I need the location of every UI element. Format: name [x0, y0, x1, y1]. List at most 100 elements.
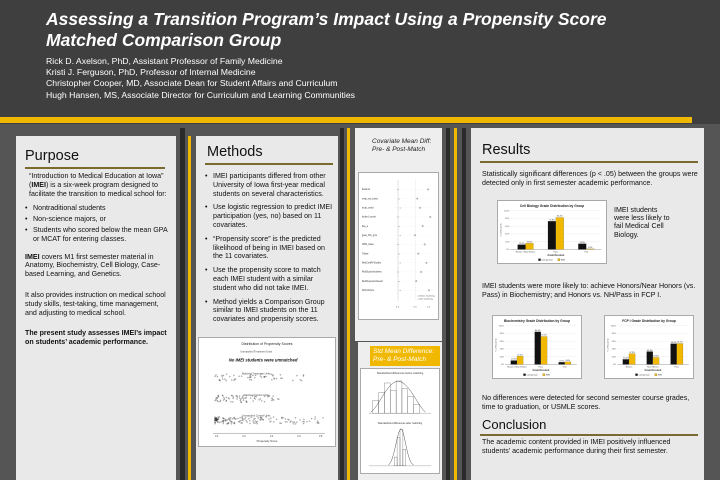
propensity-point	[215, 397, 217, 399]
fcp-svg: FCP I Grade Distribution by Group 0% 20% 40…	[606, 319, 689, 376]
propensity-point	[254, 417, 256, 420]
propensity-point	[225, 419, 227, 422]
before-point	[415, 280, 418, 282]
before-point	[417, 252, 420, 255]
category-label: Pass	[539, 367, 543, 369]
propensity-point	[239, 420, 242, 422]
propensity-point	[223, 419, 225, 421]
y-tick: 80%	[505, 218, 509, 220]
hist-bar	[394, 456, 398, 466]
cell-biology-svg: Cell Biology Grade Distribution by Group…	[500, 204, 602, 261]
covariate-balance-chart: distance x msat_nw_cmbd x mcat_cmbd x htcltmf_…	[358, 172, 439, 320]
title-line-1: Assessing a Transition Program’s Impact …	[46, 9, 607, 29]
bar	[516, 356, 524, 365]
propensity-point	[269, 421, 271, 423]
propensity-point	[227, 397, 230, 399]
propensity-point	[219, 400, 221, 403]
propensity-point	[265, 416, 267, 418]
poster-header: Assessing a Transition Program’s Impact …	[0, 0, 720, 124]
propensity-point	[296, 421, 298, 423]
author: Rick D. Axelson, PhD, Assistant Professo…	[46, 56, 283, 66]
list-item: Nontraditional students	[25, 204, 171, 213]
propensity-point	[227, 421, 230, 424]
bar	[525, 243, 534, 250]
propensity-point	[272, 374, 274, 376]
hist-bar	[402, 449, 406, 466]
propensity-point	[252, 400, 254, 402]
propensity-point	[215, 398, 217, 401]
bar	[540, 336, 548, 365]
author: Christopher Cooper, MD, Associate Dean f…	[46, 78, 338, 89]
x-tick: 0.0	[396, 306, 400, 308]
propensity-point	[235, 418, 237, 420]
propensity-point	[270, 373, 273, 376]
std-bottom-title: Standardized differences after matching	[378, 422, 423, 425]
data-label: 54.1%	[677, 342, 683, 344]
purpose-panel	[16, 136, 176, 480]
propensity-point	[241, 397, 243, 399]
covariate-label: bas_a	[362, 226, 369, 228]
std-diff-label: Std Mean Difference: Pre- & Post-Match	[370, 346, 440, 366]
propensity-point	[271, 398, 274, 401]
propensity-point	[254, 398, 256, 400]
propensity-point	[314, 418, 316, 420]
propensity-point	[241, 422, 243, 424]
propensity-point	[249, 376, 251, 378]
x-axis-label: Grade Received	[644, 369, 661, 372]
methods-title: Methods	[207, 144, 263, 160]
propensity-point	[254, 395, 256, 398]
covariate-label-line: Covariate Mean Diff:	[372, 138, 432, 145]
propensity-point	[246, 401, 248, 403]
propensity-point	[302, 420, 304, 423]
propensity-point	[249, 397, 252, 399]
propensity-point	[262, 419, 264, 421]
propensity-point	[247, 376, 249, 379]
data-label: 84.2%	[535, 330, 541, 332]
bar	[670, 343, 677, 365]
propensity-point	[268, 418, 270, 420]
results-no-diff: No differences were detected for second …	[482, 394, 690, 411]
propensity-point	[279, 374, 282, 376]
propensity-point	[233, 421, 236, 424]
propensity-point	[239, 399, 242, 402]
propensity-point	[230, 421, 232, 423]
bar	[622, 359, 630, 365]
propensity-point	[299, 419, 301, 421]
propensity-point	[227, 422, 230, 425]
purpose-title: Purpose	[25, 148, 80, 164]
propensity-point	[215, 417, 217, 419]
data-label: 82.4%	[557, 216, 563, 218]
after-point: x	[397, 217, 399, 219]
bar	[534, 331, 541, 365]
propensity-point	[244, 417, 247, 419]
category-label: Honors / Near Honors	[516, 251, 536, 254]
legend-label: IMEI	[546, 374, 551, 376]
propensity-point	[281, 377, 283, 379]
propensity-point	[252, 421, 255, 424]
results-panel	[471, 128, 704, 480]
std-label-line: Std Mean Difference:	[373, 348, 435, 355]
hist-bar	[378, 392, 385, 414]
propensity-point	[243, 397, 245, 400]
propensity-point	[306, 421, 308, 423]
propensity-point	[241, 419, 243, 422]
propensity-point	[240, 422, 242, 424]
list-item: Use logistic regression to predict IMEI …	[205, 203, 335, 229]
propensity-point	[232, 396, 235, 398]
propensity-point	[231, 418, 234, 420]
bar	[652, 357, 660, 365]
propensity-point	[254, 374, 257, 377]
data-label: 18.0%	[653, 356, 659, 358]
x-tick: 0.0	[215, 436, 219, 438]
propensity-point	[270, 420, 272, 422]
propensity-point	[221, 376, 224, 378]
propensity-point	[316, 420, 319, 422]
propensity-point	[250, 379, 253, 381]
propensity-point	[225, 420, 227, 422]
y-tick: 60%	[612, 341, 616, 343]
data-label: 53.6%	[671, 342, 677, 344]
propensity-point	[237, 417, 239, 420]
propensity-point	[290, 420, 292, 422]
propensity-point	[233, 417, 235, 419]
propensity-point	[249, 419, 251, 422]
